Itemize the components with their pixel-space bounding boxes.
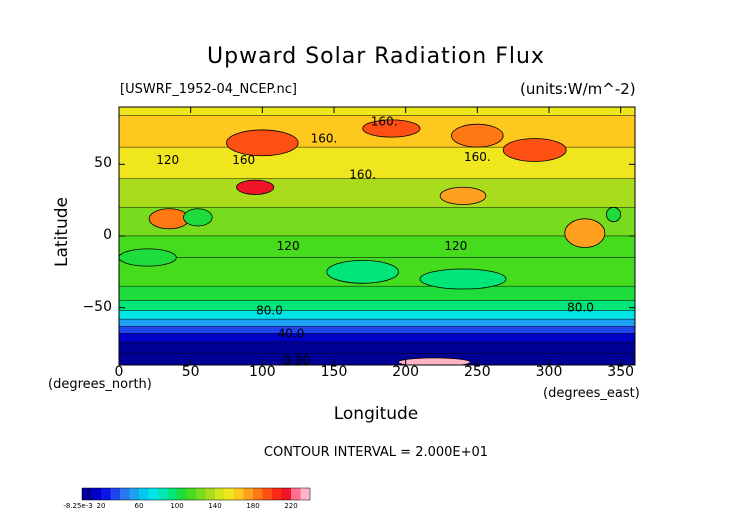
x-tick-label: 150 xyxy=(320,364,348,380)
flux-hotspot-0 xyxy=(226,129,299,157)
colorbar-frame xyxy=(81,487,311,501)
flux-hotspot-2 xyxy=(362,119,421,138)
flux-field xyxy=(119,107,635,365)
y-tick-label: −50 xyxy=(82,298,112,315)
units-label: (units:W/m^-2) xyxy=(520,80,636,98)
contour-label: 0.00 xyxy=(283,354,310,368)
flux-hotspot-3 xyxy=(502,138,567,162)
colorbar-swatch xyxy=(167,488,178,500)
contour-label: 120 xyxy=(156,153,179,167)
flux-band-9 xyxy=(119,310,635,320)
flux-hotspot-5 xyxy=(148,208,190,230)
x-unit-label-left: (degrees_north) xyxy=(48,377,152,392)
flux-hotspot-10 xyxy=(326,259,399,284)
flux-hotspot-9 xyxy=(605,206,622,223)
flux-hotspot-11 xyxy=(119,248,177,267)
colorbar-tick-label: 180 xyxy=(246,502,260,510)
colorbar-swatch xyxy=(110,488,121,500)
flux-hotspot-1 xyxy=(236,179,275,195)
colorbar-swatch xyxy=(139,488,149,500)
x-tick-label: 200 xyxy=(392,364,420,380)
colorbar-swatch xyxy=(196,488,206,500)
contour-label: 160. xyxy=(349,167,376,181)
flux-hotspot-7 xyxy=(439,186,487,205)
colorbar-swatch xyxy=(177,488,187,500)
flux-band-12 xyxy=(119,333,635,343)
flux-band-5 xyxy=(119,235,635,258)
colorbar-swatch xyxy=(291,488,301,500)
x-tick-label: 350 xyxy=(607,364,635,380)
colorbar-swatch xyxy=(148,488,159,500)
flux-band-7 xyxy=(119,285,635,301)
flux-band-3 xyxy=(119,178,635,208)
colorbar-swatch xyxy=(234,488,244,500)
contour-labels: 160. 160. 160. 160. 120 160 120 120 80.0 80.0 40.0… xyxy=(156,114,594,367)
contour-label: 120 xyxy=(444,239,467,253)
flux-band-13 xyxy=(119,341,635,354)
x-tick-label: 100 xyxy=(248,364,276,380)
contour-label: 160 xyxy=(232,153,255,167)
y-tick-label: 0 xyxy=(103,227,112,243)
x-tick-label: 0 xyxy=(114,364,124,380)
x-axis-label: Longitude xyxy=(333,404,419,424)
colorbar-swatch xyxy=(186,488,197,500)
flux-hotspot-4 xyxy=(451,123,504,148)
x-tick-label: 250 xyxy=(463,364,491,380)
colorbar-swatch xyxy=(281,488,292,500)
flux-hotspot-13 xyxy=(398,357,471,365)
colorbar-swatch xyxy=(272,488,282,500)
colorbar-tick-label: 60 xyxy=(134,502,144,510)
x-unit-label-right: (degrees_east) xyxy=(543,386,640,401)
colorbar-tick-label: -8.25e-3 xyxy=(63,502,93,510)
flux-hotspot-12 xyxy=(419,268,507,290)
contour-interval-note: CONTOUR INTERVAL = 2.000E+01 xyxy=(263,445,489,460)
contour-label: 80.0 xyxy=(256,304,283,318)
colorbar-swatch xyxy=(158,488,168,500)
contour-label: 160. xyxy=(464,150,491,164)
colorbar-swatch xyxy=(120,488,130,500)
colorbar-swatch xyxy=(243,488,254,500)
x-tick-label: 50 xyxy=(181,364,200,380)
colorbar-swatch xyxy=(129,488,140,500)
colorbar-tick-label: 100 xyxy=(170,502,184,510)
contour-label: 80.0 xyxy=(567,301,594,315)
contour-label: 160. xyxy=(371,114,398,128)
contour-label: 120 xyxy=(277,239,300,253)
x-tick-label: 300 xyxy=(535,364,563,380)
flux-band-11 xyxy=(119,326,635,334)
flux-hotspot-6 xyxy=(564,218,606,248)
colorbar-tick-label: 20 xyxy=(96,502,106,510)
colorbar-swatch xyxy=(91,488,102,500)
colorbar-swatch xyxy=(224,488,235,500)
source-file-label: [USWRF_1952-04_NCEP.nc] xyxy=(120,82,297,97)
colorbar-swatch xyxy=(262,488,273,500)
colorbar-swatch xyxy=(205,488,216,500)
contour-label: 160. xyxy=(311,132,338,146)
colorbar-swatch xyxy=(253,488,263,500)
y-axis-label: Latitude xyxy=(52,197,72,267)
y-tick-label: 50 xyxy=(94,155,112,172)
colorbar-tick-label: 140 xyxy=(208,502,222,510)
flux-hotspot-8 xyxy=(183,208,213,227)
colorbar-tick-label: 220 xyxy=(284,502,298,510)
chart-title: Upward Solar Radiation Flux xyxy=(207,44,545,69)
colorbar-swatch xyxy=(82,488,92,500)
axis-ticks xyxy=(118,107,635,365)
colorbar-swatch xyxy=(300,488,311,500)
colorbar xyxy=(81,487,311,501)
flux-band-8 xyxy=(119,300,635,311)
contour-label: 40.0 xyxy=(278,326,305,340)
flux-band-10 xyxy=(119,318,635,327)
colorbar-swatch xyxy=(101,488,111,500)
colorbar-swatch xyxy=(215,488,225,500)
